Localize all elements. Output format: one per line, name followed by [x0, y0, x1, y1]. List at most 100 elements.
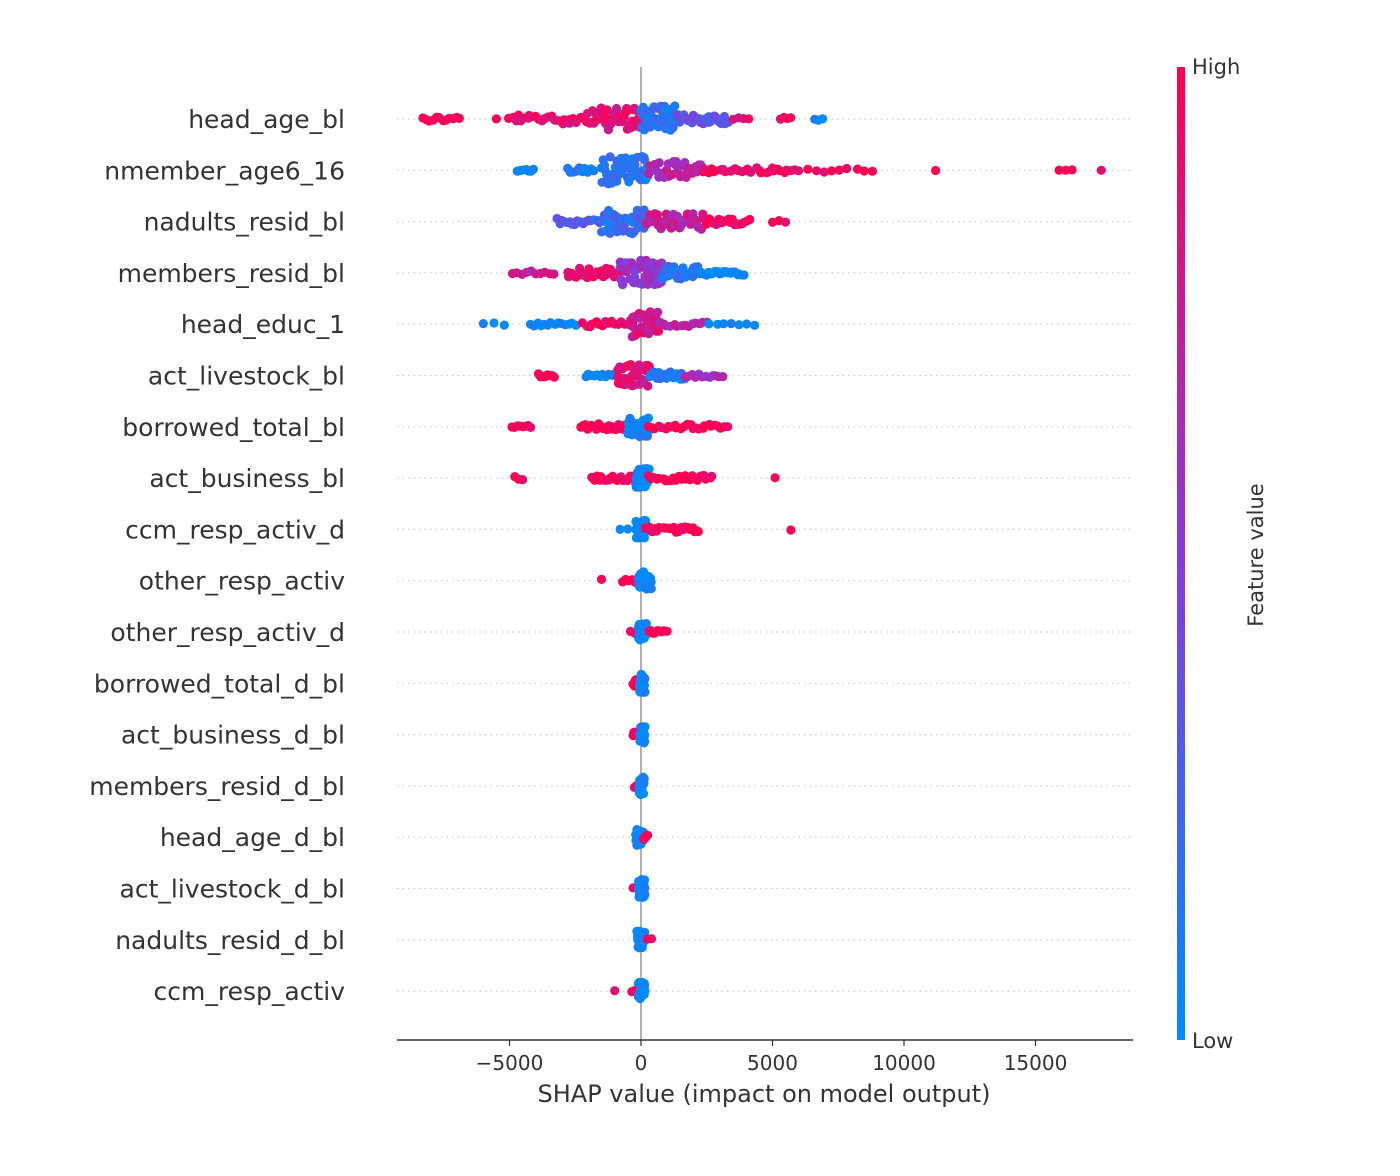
shap-point [640, 674, 650, 684]
shap-point [623, 524, 633, 534]
shap-point [589, 166, 599, 176]
shap-point [931, 165, 941, 176]
shap-point [726, 319, 736, 329]
x-tick-label: 10000 [872, 1051, 936, 1075]
shap-points [418, 101, 1106, 1004]
feature-label: nadults_resid_d_bl [115, 926, 345, 955]
shap-point [526, 422, 536, 432]
feature-label: act_livestock_d_bl [120, 875, 345, 904]
shap-point [646, 577, 656, 587]
colorbar-low-label: Low [1192, 1029, 1233, 1053]
shap-point [454, 113, 464, 123]
shap-point [834, 165, 844, 175]
shap-point [639, 774, 649, 784]
shap-point [818, 114, 828, 124]
shap-point [478, 319, 488, 329]
feature-label: nmember_age6_16 [104, 156, 345, 185]
shap-point [750, 320, 760, 330]
shap-point [639, 155, 650, 165]
shap-point [1067, 165, 1077, 175]
shap-point [640, 986, 650, 996]
shap-point [803, 164, 813, 174]
feature-label: members_resid_d_bl [89, 772, 345, 801]
feature-label: act_business_bl [149, 464, 345, 493]
shap-point [644, 464, 654, 474]
feature-label: other_resp_activ [139, 567, 345, 596]
shap-point [643, 830, 653, 840]
feature-rows: head_age_bl nmember_age6_16 nadults_resid_… [89, 105, 1133, 1006]
shap-point [610, 986, 620, 996]
shap-point [646, 584, 656, 594]
shap-point [786, 525, 796, 535]
shap-point [707, 471, 717, 481]
shap-point [811, 166, 822, 176]
x-tick-label: 15000 [1004, 1051, 1068, 1075]
shap-point [654, 158, 664, 168]
shap-point [646, 934, 657, 944]
shap-point [599, 160, 610, 170]
colorbar-title: Feature value [1244, 483, 1268, 626]
feature-label: head_educ_1 [181, 310, 345, 339]
shap-point [549, 372, 559, 382]
shap-point [793, 166, 804, 176]
x-tick-label: −5000 [476, 1051, 544, 1075]
shap-point [734, 320, 744, 330]
shap-point [596, 574, 607, 585]
shap-point [786, 113, 796, 123]
shap-point [742, 319, 752, 329]
shap-point [693, 526, 703, 537]
shap-point [640, 722, 650, 732]
feature-label: ccm_resp_activ [154, 977, 346, 1006]
shap-point [670, 101, 680, 111]
feature-label: head_age_bl [188, 105, 345, 134]
shap-point [867, 166, 878, 176]
shap-point [859, 166, 869, 176]
shap-point [615, 524, 625, 535]
shap-point [640, 736, 650, 747]
shap-point [605, 152, 615, 162]
shap-point [718, 372, 728, 382]
colorbar-high-label: High [1192, 55, 1240, 79]
shap-point [780, 217, 791, 227]
shap-point [668, 123, 678, 133]
shap-point [641, 619, 651, 629]
feature-label: act_business_d_bl [121, 721, 345, 750]
shap-point [1096, 165, 1106, 175]
shap-point [653, 307, 663, 317]
shap-point [842, 163, 852, 174]
feature-label: act_livestock_bl [148, 362, 345, 391]
feature-label: ccm_resp_activ_d [125, 515, 345, 544]
shap-point [640, 687, 650, 697]
shap-point [819, 167, 829, 177]
colorbar-gradient [1177, 67, 1185, 1040]
shap-point [640, 875, 650, 885]
shap-point [638, 789, 649, 799]
x-tick-label: 0 [635, 1051, 648, 1075]
shap-point [770, 473, 780, 483]
shap-point [549, 269, 559, 279]
shap-point [489, 318, 499, 328]
shap-point [630, 160, 640, 170]
shap-point [643, 413, 654, 423]
shap-point [518, 475, 528, 485]
shap-point [618, 280, 628, 290]
shap-point [640, 730, 650, 740]
x-tick-label: 5000 [747, 1051, 798, 1075]
shap-point [827, 166, 837, 176]
shap-point [654, 326, 664, 336]
x-axis-ticks: −5000 0 5000 10000 15000 [476, 1040, 1068, 1075]
shap-point [672, 211, 683, 221]
shap-point [698, 209, 708, 219]
feature-label: borrowed_total_bl [122, 413, 345, 442]
shap-point [718, 319, 729, 329]
x-axis-title: SHAP value (impact on model output) [538, 1080, 991, 1108]
shap-point [1054, 165, 1064, 175]
shap-point [744, 114, 754, 124]
shap-point [652, 210, 663, 220]
shap-point [662, 626, 672, 636]
shap-point [639, 680, 650, 691]
colorbar: High Low Feature value [1177, 55, 1268, 1053]
feature-label: members_resid_bl [118, 259, 345, 288]
feature-label: borrowed_total_d_bl [94, 669, 345, 698]
